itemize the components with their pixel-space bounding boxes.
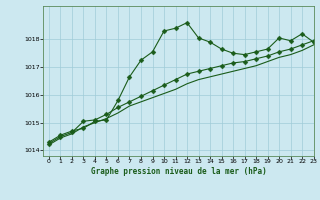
X-axis label: Graphe pression niveau de la mer (hPa): Graphe pression niveau de la mer (hPa) [91, 167, 266, 176]
